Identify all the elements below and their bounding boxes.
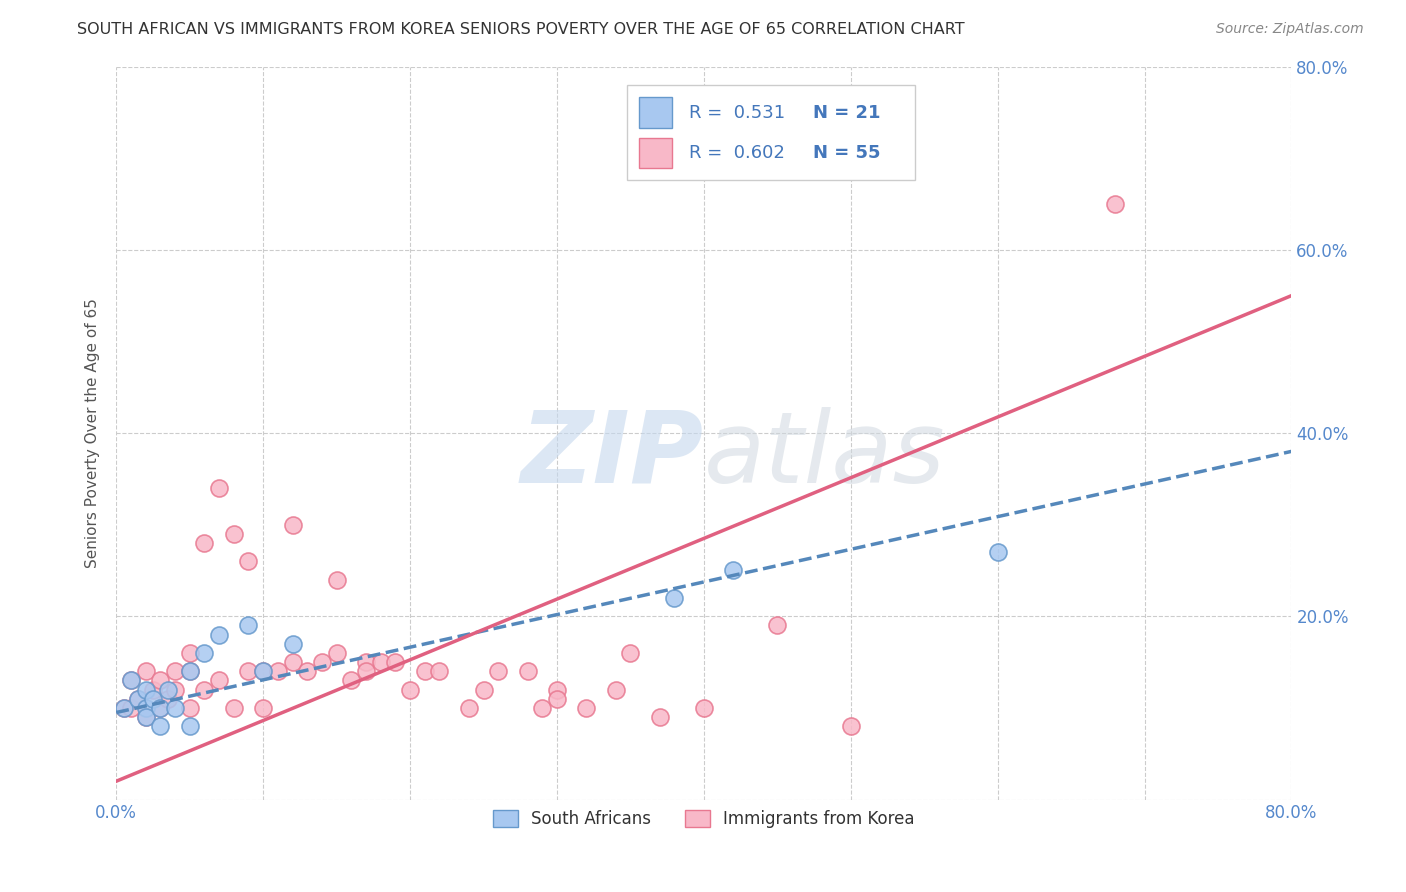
Point (149, 673, 172, 688)
Text: N = 21: N = 21 (813, 103, 880, 122)
Point (413, 665, 436, 679)
Point (179, 646, 201, 660)
Point (297, 665, 319, 679)
Point (457, 701, 479, 715)
Point (193, 682, 215, 697)
Point (370, 655, 392, 669)
FancyBboxPatch shape (627, 85, 915, 180)
Point (142, 682, 165, 697)
Point (156, 682, 179, 697)
Point (163, 701, 186, 715)
Text: SOUTH AFRICAN VS IMMIGRANTS FROM KOREA SENIORS POVERTY OVER THE AGE OF 65 CORREL: SOUTH AFRICAN VS IMMIGRANTS FROM KOREA S… (77, 22, 965, 37)
Point (429, 665, 451, 679)
Point (135, 710, 157, 724)
Point (546, 682, 568, 697)
Point (1104, 197, 1126, 211)
Point (142, 691, 165, 706)
Point (575, 701, 598, 715)
Point (281, 517, 304, 532)
Point (179, 665, 201, 679)
Point (325, 573, 347, 587)
Point (127, 691, 149, 706)
Point (193, 646, 215, 660)
Point (238, 618, 260, 632)
Point (112, 701, 135, 715)
Point (472, 682, 495, 697)
Point (222, 701, 245, 715)
Text: N = 55: N = 55 (813, 145, 880, 162)
Text: ZIP: ZIP (520, 407, 704, 504)
Point (208, 481, 231, 495)
Point (222, 526, 245, 541)
Point (208, 673, 231, 688)
Point (208, 627, 231, 641)
Point (156, 691, 179, 706)
Point (112, 701, 135, 715)
Point (135, 682, 157, 697)
Point (531, 701, 554, 715)
Point (605, 682, 627, 697)
Point (127, 691, 149, 706)
Text: R =  0.602: R = 0.602 (689, 145, 785, 162)
Point (179, 701, 201, 715)
Text: atlas: atlas (704, 407, 945, 504)
Point (619, 646, 641, 660)
Point (179, 719, 201, 733)
Point (179, 665, 201, 679)
Point (135, 701, 157, 715)
Point (648, 710, 671, 724)
Point (664, 591, 686, 605)
Point (252, 701, 274, 715)
Point (987, 545, 1010, 559)
Point (252, 665, 274, 679)
Point (238, 554, 260, 568)
Point (120, 701, 142, 715)
Point (135, 710, 157, 724)
FancyBboxPatch shape (640, 137, 672, 169)
Point (267, 665, 290, 679)
Point (149, 719, 172, 733)
Point (311, 655, 333, 669)
Point (354, 665, 377, 679)
Point (546, 691, 568, 706)
Point (149, 701, 172, 715)
FancyBboxPatch shape (640, 97, 672, 128)
Text: R =  0.531: R = 0.531 (689, 103, 785, 122)
Legend: South Africans, Immigrants from Korea: South Africans, Immigrants from Korea (486, 804, 921, 835)
Point (486, 665, 509, 679)
Point (163, 665, 186, 679)
Point (384, 655, 406, 669)
Point (193, 536, 215, 550)
Point (163, 682, 186, 697)
Point (281, 637, 304, 651)
Point (399, 682, 422, 697)
Point (135, 665, 157, 679)
Point (325, 646, 347, 660)
Point (516, 665, 538, 679)
Point (723, 564, 745, 578)
Point (120, 673, 142, 688)
Point (354, 655, 377, 669)
Point (281, 655, 304, 669)
Point (238, 665, 260, 679)
Text: Source: ZipAtlas.com: Source: ZipAtlas.com (1216, 22, 1364, 37)
Point (766, 618, 789, 632)
Point (120, 673, 142, 688)
Point (693, 701, 716, 715)
Point (839, 719, 862, 733)
Point (340, 673, 363, 688)
Y-axis label: Seniors Poverty Over the Age of 65: Seniors Poverty Over the Age of 65 (86, 298, 100, 568)
Point (252, 665, 274, 679)
Point (149, 701, 172, 715)
